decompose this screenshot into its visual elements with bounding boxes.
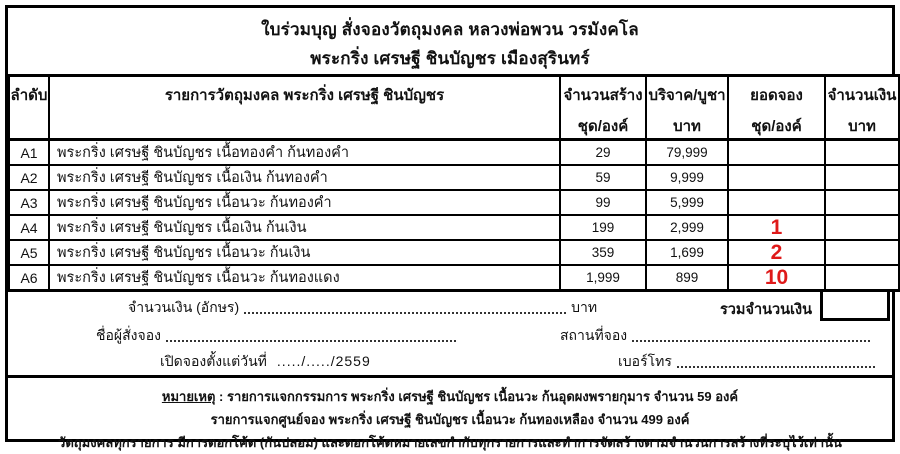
total-amount-label: รวมจำนวนเงิน xyxy=(719,302,812,318)
table-row: A6 พระกริ่ง เศรษฐี ชินบัญชร เนื้อนวะ ก้น… xyxy=(8,264,900,292)
row-amount xyxy=(824,264,900,292)
row-reserved xyxy=(727,189,826,216)
phone-label: เบอร์โทร xyxy=(618,353,672,369)
phone-blank-line xyxy=(676,354,875,368)
row-price: 5,999 xyxy=(645,189,729,216)
order-place-label: สถานที่จอง xyxy=(560,327,628,343)
form-title-line1: ใบร่วมบุญ สั่งจองวัตถุมงคล หลวงพ่อพวน วร… xyxy=(261,20,639,39)
row-price: 2,999 xyxy=(645,214,729,241)
row-item: พระกริ่ง เศรษฐี ชินบัญชร เนื้อทองคำ ก้นท… xyxy=(48,138,561,166)
open-date-label: เปิดจองตั้งแต่วันที่ xyxy=(160,353,267,369)
row-no: A2 xyxy=(8,164,50,191)
order-table: ลำดับ รายการวัตถุมงคล พระกริ่ง เศรษฐี ชิ… xyxy=(8,74,900,292)
row-item: พระกริ่ง เศรษฐี ชินบัญชร เนื้อเงิน ก้นทอ… xyxy=(48,164,561,191)
column-header-item: รายการวัตถุมงคล พระกริ่ง เศรษฐี ชินบัญชร xyxy=(48,74,561,141)
row-amount xyxy=(824,239,900,266)
row-item: พระกริ่ง เศรษฐี ชินบัญชร เนื้อนวะ ก้นทอง… xyxy=(48,189,561,216)
note-line-1: หมายเหตุ : รายการแจกกรรมการ พระกริ่ง เศร… xyxy=(8,385,892,408)
row-reserved-filled: 2 xyxy=(727,239,826,266)
row-price: 79,999 xyxy=(645,138,729,166)
table-row: A5 พระกริ่ง เศรษฐี ชินบัญชร เนื้อนวะ ก้น… xyxy=(8,239,900,266)
row-made: 59 xyxy=(559,164,647,191)
table-row: A3 พระกริ่ง เศรษฐี ชินบัญชร เนื้อนวะ ก้น… xyxy=(8,189,900,216)
orderer-name-blank-line xyxy=(165,328,456,342)
phone-field: เบอร์โทร xyxy=(618,352,880,370)
row-made: 359 xyxy=(559,239,647,266)
summary-section: จำนวนเงิน (อักษร) บาท รวมจำนวนเงิน ชื่อผ… xyxy=(8,289,892,375)
row-price: 9,999 xyxy=(645,164,729,191)
amount-in-words-blank-line xyxy=(244,300,567,314)
column-header-amount: จำนวนเงิน บาท xyxy=(824,74,900,141)
total-amount-box xyxy=(820,289,890,321)
row-amount xyxy=(824,164,900,191)
row-reserved xyxy=(727,138,826,166)
row-reserved-filled: 10 xyxy=(727,264,826,292)
row-made: 1,999 xyxy=(559,264,647,292)
order-place-field: สถานที่จอง xyxy=(560,326,875,344)
table-row: A2 พระกริ่ง เศรษฐี ชินบัญชร เนื้อเงิน ก้… xyxy=(8,164,900,191)
row-no: A1 xyxy=(8,138,50,166)
row-amount xyxy=(824,189,900,216)
open-date-value: ...../...../2559 xyxy=(276,353,371,369)
row-item: พระกริ่ง เศรษฐี ชินบัญชร เนื้อเงิน ก้นเง… xyxy=(48,214,561,241)
column-header-reserved: ยอดจอง ชุด/องค์ xyxy=(727,74,826,141)
row-no: A6 xyxy=(8,264,50,292)
row-price: 899 xyxy=(645,264,729,292)
amount-in-words-label: จำนวนเงิน (อักษร) xyxy=(128,299,240,315)
row-no: A5 xyxy=(8,239,50,266)
column-header-made: จำนวนสร้าง ชุด/องค์ xyxy=(559,74,647,141)
table-row: A1 พระกริ่ง เศรษฐี ชินบัญชร เนื้อทองคำ ก… xyxy=(8,138,900,166)
amount-in-words-field: จำนวนเงิน (อักษร) บาท xyxy=(128,298,597,316)
note-heading: หมายเหตุ xyxy=(161,389,216,404)
open-date-field: เปิดจองตั้งแต่วันที่ ...../...../2559 xyxy=(160,352,371,370)
form-title-line2: พระกริ่ง เศรษฐี ชินบัญชร เมืองสุรินทร์ xyxy=(310,49,590,68)
row-no: A3 xyxy=(8,189,50,216)
order-place-blank-line xyxy=(632,328,871,342)
orderer-name-label: ชื่อผู้สั่งจอง xyxy=(96,327,161,343)
note-line-1-text: : รายการแจกกรรมการ พระกริ่ง เศรษฐี ชินบั… xyxy=(219,389,739,404)
baht-label: บาท xyxy=(571,299,598,315)
order-form-document: ใบร่วมบุญ สั่งจองวัตถุมงคล หลวงพ่อพวน วร… xyxy=(5,5,900,450)
row-reserved-filled: 1 xyxy=(727,214,826,241)
row-made: 29 xyxy=(559,138,647,166)
form-title: ใบร่วมบุญ สั่งจองวัตถุมงคล หลวงพ่อพวน วร… xyxy=(8,8,892,74)
row-made: 199 xyxy=(559,214,647,241)
row-amount xyxy=(824,138,900,166)
table-row: A4 พระกริ่ง เศรษฐี ชินบัญชร เนื้อเงิน ก้… xyxy=(8,214,900,241)
header-row: ลำดับ รายการวัตถุมงคล พระกริ่ง เศรษฐี ชิ… xyxy=(8,74,900,141)
row-made: 99 xyxy=(559,189,647,216)
row-reserved xyxy=(727,164,826,191)
column-header-order: ลำดับ xyxy=(8,74,50,141)
column-header-price: บริจาค/บูชา บาท xyxy=(645,74,729,141)
row-no: A4 xyxy=(8,214,50,241)
notes-section: หมายเหตุ : รายการแจกกรรมการ พระกริ่ง เศร… xyxy=(8,375,892,454)
note-line-3: วัตถุมงคลทุกรายการ มีการตอกโค้ด (กันปลอม… xyxy=(58,435,842,450)
row-item: พระกริ่ง เศรษฐี ชินบัญชร เนื้อนวะ ก้นเงิ… xyxy=(48,239,561,266)
row-amount xyxy=(824,214,900,241)
orderer-name-field: ชื่อผู้สั่งจอง xyxy=(96,326,461,344)
note-line-2: รายการแจกศูนย์จอง พระกริ่ง เศรษฐี ชินบัญ… xyxy=(210,412,690,427)
row-price: 1,699 xyxy=(645,239,729,266)
row-item: พระกริ่ง เศรษฐี ชินบัญชร เนื้อนวะ ก้นทอง… xyxy=(48,264,561,292)
